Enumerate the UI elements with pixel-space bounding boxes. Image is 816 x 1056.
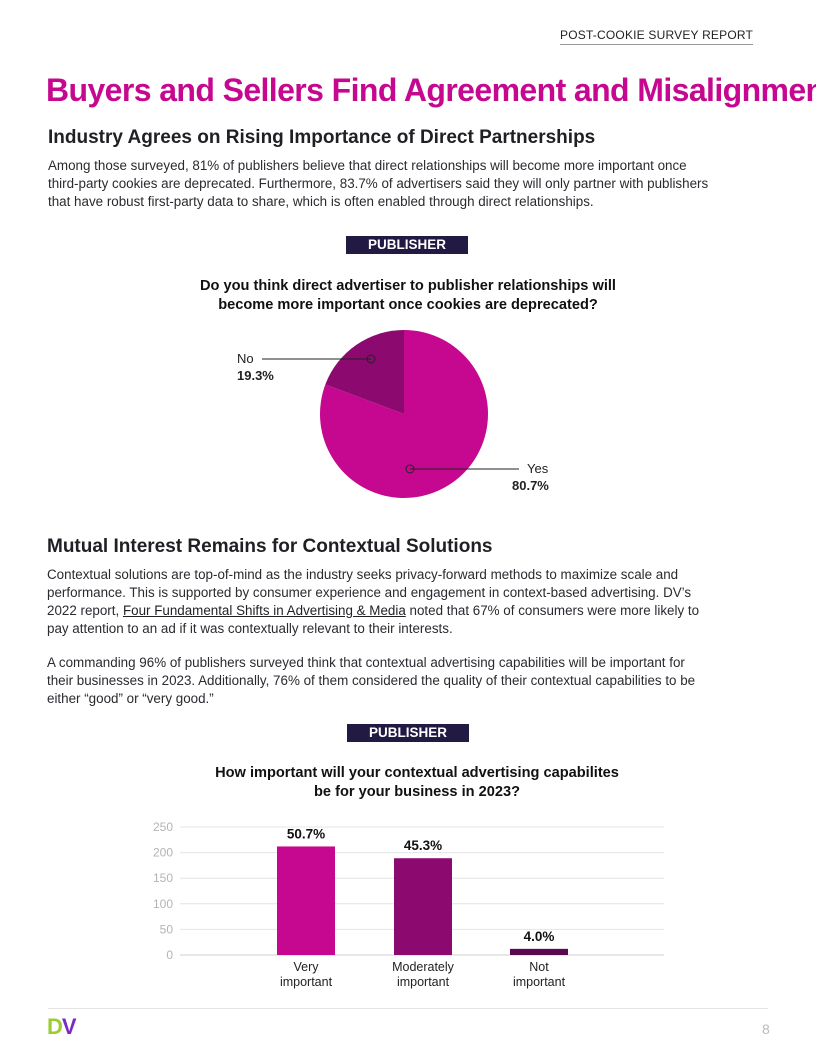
pie-question: Do you think direct advertiser to publis… (158, 277, 658, 315)
section2-text: 2022 report, (47, 603, 123, 618)
section1-line: that have robust first-party data to sha… (48, 194, 594, 209)
y-tick-label: 150 (153, 871, 173, 885)
bar-publisher-badge: PUBLISHER (347, 724, 469, 742)
section1-line: Among those surveyed, 81% of publishers … (48, 158, 687, 173)
footer-divider (48, 1008, 768, 1009)
x-tick-label: Not (529, 960, 549, 974)
pie-chart (262, 330, 519, 498)
pie-label-no-value: 19.3% (237, 368, 274, 383)
bar (510, 948, 568, 955)
bar-data-label: 50.7% (287, 826, 325, 841)
pie-marker-yes (405, 464, 415, 474)
bar-question: How important will your contextual adver… (167, 764, 667, 802)
section2-text: noted that 67% of consumers were more li… (405, 603, 700, 618)
y-tick-label: 0 (166, 948, 173, 962)
report-link[interactable]: Four Fundamental Shifts in Advertising &… (122, 603, 406, 618)
pie-label-yes-name: Yes (527, 461, 549, 476)
pie-label-no: No 19.3% (237, 351, 274, 383)
bar-question-line: How important will your contextual adver… (215, 765, 619, 781)
section2-line: 2022 report, Four Fundamental Shifts in … (47, 602, 767, 620)
pie-slice-no (325, 330, 404, 414)
section2-line: their businesses in 2023. Additionally, … (47, 673, 696, 688)
x-tick-label: important (280, 975, 333, 989)
y-tick-label: 100 (153, 897, 173, 911)
dv-logo: DV (47, 1014, 77, 1040)
section2-line: Contextual solutions are top-of-mind as … (47, 567, 679, 582)
section1-paragraph: Among those surveyed, 81% of publishers … (48, 157, 768, 211)
bar (394, 858, 452, 955)
bar-data-label: 4.0% (524, 929, 555, 944)
bar (277, 846, 335, 955)
section2-line: either “good” or “very good.” (47, 691, 214, 706)
pie-label-yes-value: 80.7% (512, 478, 549, 493)
section2-paragraph-1: Contextual solutions are top-of-mind as … (47, 566, 767, 638)
section1-heading: Industry Agrees on Rising Importance of … (48, 127, 596, 148)
page-title: Buyers and Sellers Find Agreement and Mi… (46, 72, 816, 108)
page-number: 8 (762, 1021, 770, 1037)
bar-question-line: be for your business in 2023? (314, 784, 520, 800)
x-tick-label: Very (293, 960, 319, 974)
section2-line: performance. This is supported by consum… (47, 585, 692, 600)
x-tick-label: important (513, 975, 566, 989)
pie-label-yes: Yes 80.7% (512, 461, 549, 493)
logo-v: V (61, 1014, 77, 1039)
pie-slice-yes (320, 330, 489, 498)
section1-line: third-party cookies are deprecated. Furt… (48, 176, 709, 191)
section2-paragraph-2: A commanding 96% of publishers surveyed … (47, 654, 767, 708)
pie-publisher-badge: PUBLISHER (346, 236, 468, 254)
report-label: POST-COOKIE SURVEY REPORT (560, 28, 754, 45)
y-tick-label: 250 (153, 820, 173, 834)
pie-label-no-name: No (237, 351, 254, 366)
pie-question-line: Do you think direct advertiser to publis… (199, 278, 616, 294)
y-tick-label: 200 (153, 846, 173, 860)
x-tick-label: Moderately (392, 960, 455, 974)
section2-line: A commanding 96% of publishers surveyed … (47, 655, 685, 670)
bar-data-label: 45.3% (404, 838, 442, 853)
section2-line: pay attention to an ad if it was context… (47, 621, 453, 636)
x-tick-label: important (397, 975, 450, 989)
y-tick-label: 50 (160, 922, 174, 936)
logo-d: D (47, 1014, 63, 1039)
pie-marker-no (366, 354, 376, 364)
section2-heading: Mutual Interest Remains for Contextual S… (47, 536, 493, 557)
pie-question-line: become more important once cookies are d… (218, 297, 598, 313)
